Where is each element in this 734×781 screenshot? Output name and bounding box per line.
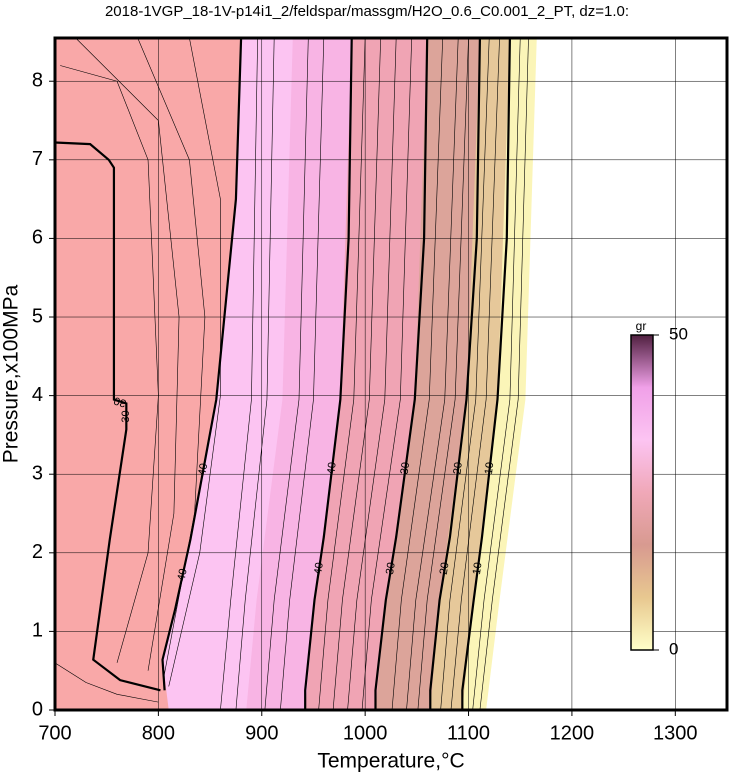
contour-label-group: 30 bbox=[384, 561, 398, 575]
x-tick-label: 1100 bbox=[447, 722, 490, 744]
contour-label: 10 bbox=[471, 562, 484, 576]
y-tick-label: 0 bbox=[32, 698, 43, 720]
y-tick-label: 5 bbox=[32, 305, 43, 327]
contour-label: 40 bbox=[175, 568, 189, 583]
contour-line bbox=[161, 38, 243, 691]
contour-line bbox=[55, 141, 161, 692]
x-tick-label: 700 bbox=[38, 722, 71, 744]
contour-label: 40 bbox=[325, 462, 338, 476]
contour-label-group: 20 bbox=[438, 561, 452, 575]
thin-contour bbox=[450, 38, 500, 710]
contour-label: 10 bbox=[483, 462, 496, 476]
colorbar-tick-label: 0 bbox=[669, 639, 678, 658]
y-tick-label: 4 bbox=[32, 384, 43, 406]
x-tick-label: 1200 bbox=[550, 722, 595, 744]
contour-label-group: 20 bbox=[451, 462, 464, 476]
thin-contour bbox=[440, 38, 490, 710]
contour-label-group: 40 bbox=[325, 462, 338, 476]
y-tick-label: 2 bbox=[32, 541, 43, 563]
thin-contour bbox=[417, 38, 469, 710]
thin-contour bbox=[361, 38, 412, 710]
thin-contour bbox=[235, 38, 275, 710]
thin-contour bbox=[391, 38, 443, 710]
contour-label-group: 40 bbox=[196, 462, 210, 476]
thin-contour bbox=[55, 662, 159, 703]
y-tick-label: 7 bbox=[32, 148, 43, 170]
x-tick-label: 1300 bbox=[653, 722, 698, 744]
colorbar bbox=[630, 334, 654, 651]
y-tick-label: 8 bbox=[32, 70, 43, 92]
contour-label-group: 10 bbox=[471, 562, 484, 576]
fill-band bbox=[55, 38, 242, 710]
contour-label: 20 bbox=[451, 462, 464, 476]
contour-label-group: 10 bbox=[483, 462, 496, 476]
thin-contour bbox=[332, 38, 381, 710]
contour-label: 30 bbox=[399, 461, 413, 475]
contour-label-group: 40 bbox=[175, 568, 189, 583]
axes: 700 800 900 1000 1100 1200 1300 0 1 2 3 4 5 6 7 8 gr 0 50 bbox=[32, 36, 729, 744]
thin-contour bbox=[347, 38, 397, 710]
y-tick-label: 1 bbox=[32, 620, 43, 642]
contour-label: 40 bbox=[312, 562, 326, 576]
thin-contour bbox=[280, 38, 325, 710]
x-tick-label: 1000 bbox=[343, 722, 388, 744]
contour-label: 30 bbox=[112, 394, 127, 409]
thin-contour bbox=[472, 38, 521, 710]
y-tick-label: 6 bbox=[32, 227, 43, 249]
contour-label: 30 bbox=[120, 410, 132, 422]
contour-label-group: 30 bbox=[120, 410, 132, 422]
y-axis-label: Pressure,x100MPa bbox=[0, 284, 23, 463]
x-axis-label: Temperature,°C bbox=[317, 750, 464, 773]
thin-contour bbox=[318, 38, 366, 710]
x-tick-label: 800 bbox=[142, 722, 175, 744]
plot-frame bbox=[53, 36, 729, 712]
chart-title: 2018-1VGP_18-1V-p14i1_2/feldspar/massgm/… bbox=[105, 3, 629, 20]
thin-contour bbox=[406, 38, 459, 710]
contour-label-group: 30 bbox=[112, 394, 127, 409]
colorbar-label: gr bbox=[636, 319, 647, 333]
y-tick-label: 3 bbox=[32, 462, 43, 484]
contour-label: 30 bbox=[384, 561, 398, 575]
contour-label-group: 30 bbox=[399, 461, 413, 475]
contour-label-group: 40 bbox=[312, 562, 326, 576]
contour-label: 20 bbox=[438, 561, 452, 575]
thin-contour bbox=[60, 65, 159, 663]
colorbar-tick-label: 50 bbox=[669, 324, 688, 343]
thin-contour bbox=[220, 38, 258, 710]
contour-label: 40 bbox=[196, 462, 210, 476]
thin-contour bbox=[264, 38, 309, 710]
x-tick-label: 900 bbox=[245, 722, 278, 744]
thin-contour bbox=[479, 38, 529, 710]
